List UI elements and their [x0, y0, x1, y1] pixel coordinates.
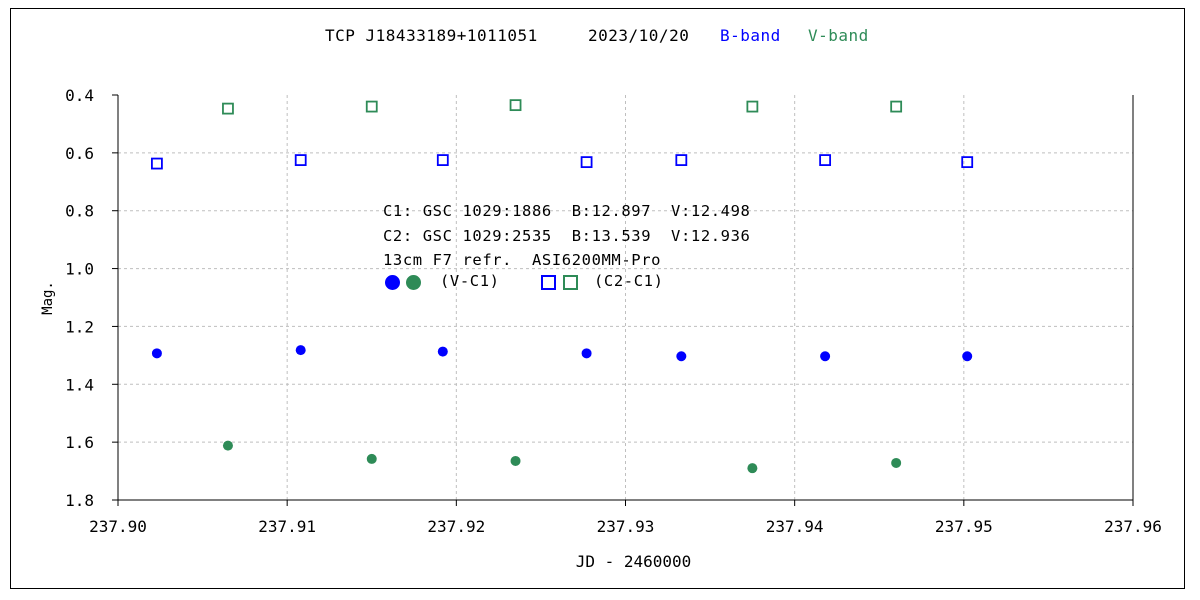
data-point-circle	[962, 351, 973, 362]
y-tick-label: 1.0	[65, 260, 94, 279]
data-point-circle	[891, 457, 902, 468]
data-point-square	[580, 156, 593, 169]
data-point-circle	[676, 351, 687, 362]
data-point-square	[436, 154, 449, 166]
data-point-circle	[295, 345, 306, 356]
x-tick-label: 237.92	[427, 517, 485, 536]
data-point-circle	[747, 463, 758, 474]
y-axis-label: Mag.	[40, 281, 56, 315]
annotation-setup: 13cm F7 refr. ASI6200MM-Pro	[383, 251, 662, 269]
data-point-square	[961, 156, 974, 169]
y-tick-label: 1.8	[65, 491, 94, 510]
legend-b-square-icon	[541, 275, 556, 290]
y-tick-label: 1.4	[65, 375, 94, 394]
title-v-band: V-band	[808, 26, 869, 45]
data-point-square	[746, 100, 759, 113]
title-object: TCP J18433189+1011051	[325, 26, 538, 45]
data-point-circle	[437, 346, 448, 357]
data-point-circle	[581, 348, 592, 359]
data-point-circle	[366, 453, 377, 464]
y-tick-label: 1.6	[65, 433, 94, 452]
data-point-square	[509, 99, 522, 112]
data-point-square	[151, 157, 163, 170]
data-point-circle	[222, 440, 233, 451]
chart-frame	[10, 8, 1185, 589]
y-tick-label: 1.2	[65, 317, 94, 336]
data-point-circle	[151, 348, 162, 359]
x-tick-label: 237.91	[258, 517, 316, 536]
data-point-circle	[820, 351, 831, 362]
data-point-square	[819, 154, 832, 166]
data-point-square	[294, 154, 307, 166]
legend-v-c1-label: (V-C1)	[440, 272, 500, 290]
x-tick-label: 237.94	[766, 517, 824, 536]
title-date: 2023/10/20	[588, 26, 690, 45]
legend-v-square-icon	[563, 275, 578, 290]
data-point-circle	[510, 455, 521, 466]
x-tick-label: 237.96	[1104, 517, 1162, 536]
data-point-square	[222, 102, 234, 115]
legend-b-circle-icon	[385, 275, 400, 290]
x-tick-label: 237.95	[935, 517, 993, 536]
y-tick-label: 0.4	[65, 86, 94, 105]
data-point-square	[675, 154, 688, 166]
x-tick-label: 237.90	[89, 517, 147, 536]
legend-v-circle-icon	[406, 275, 421, 290]
y-tick-label: 0.6	[65, 144, 94, 163]
legend-c2-c1-label: (C2-C1)	[594, 272, 664, 290]
data-point-square	[890, 100, 903, 113]
annotation-c1: C1: GSC 1029:1886 B:12.897 V:12.498	[383, 202, 751, 220]
data-point-square	[365, 100, 378, 113]
annotation-c2: C2: GSC 1029:2535 B:13.539 V:12.936	[383, 227, 751, 245]
y-tick-label: 0.8	[65, 202, 94, 221]
title-b-band: B-band	[720, 26, 781, 45]
x-axis-label: JD - 2460000	[576, 552, 692, 571]
x-tick-label: 237.93	[597, 517, 655, 536]
